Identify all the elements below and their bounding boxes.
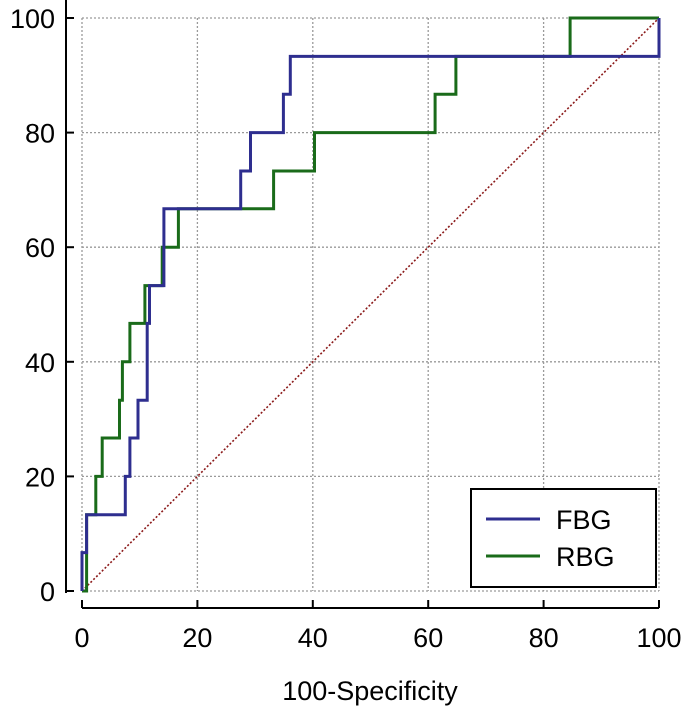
x-tick-label: 20 [182,623,212,653]
y-axis-ticks: 0 20 40 60 80 100 [10,4,74,607]
series-lines [80,16,661,593]
legend-label-rbg: RBG [556,542,615,572]
legend-box [470,488,657,588]
x-tick-label: 40 [298,623,328,653]
x-tick-label: 100 [636,623,681,653]
x-tick-label: 80 [529,623,559,653]
reference-diagonal [81,17,660,592]
legend-label-fbg: FBG [556,505,612,535]
x-axis-ticks: 0 20 40 60 80 100 [74,600,682,653]
x-tick-label: 0 [74,623,89,653]
x-axis-title: 100-Specificity [282,676,458,706]
y-tick-label: 60 [25,233,55,263]
y-tick-label: 20 [25,462,55,492]
y-tick-label: 0 [40,577,55,607]
y-tick-label: 80 [25,119,55,149]
x-tick-label: 60 [413,623,443,653]
y-tick-label: 100 [10,4,55,34]
series-line-fbg [80,18,661,591]
y-tick-label: 40 [25,348,55,378]
legend: FBG RBG [470,488,657,588]
